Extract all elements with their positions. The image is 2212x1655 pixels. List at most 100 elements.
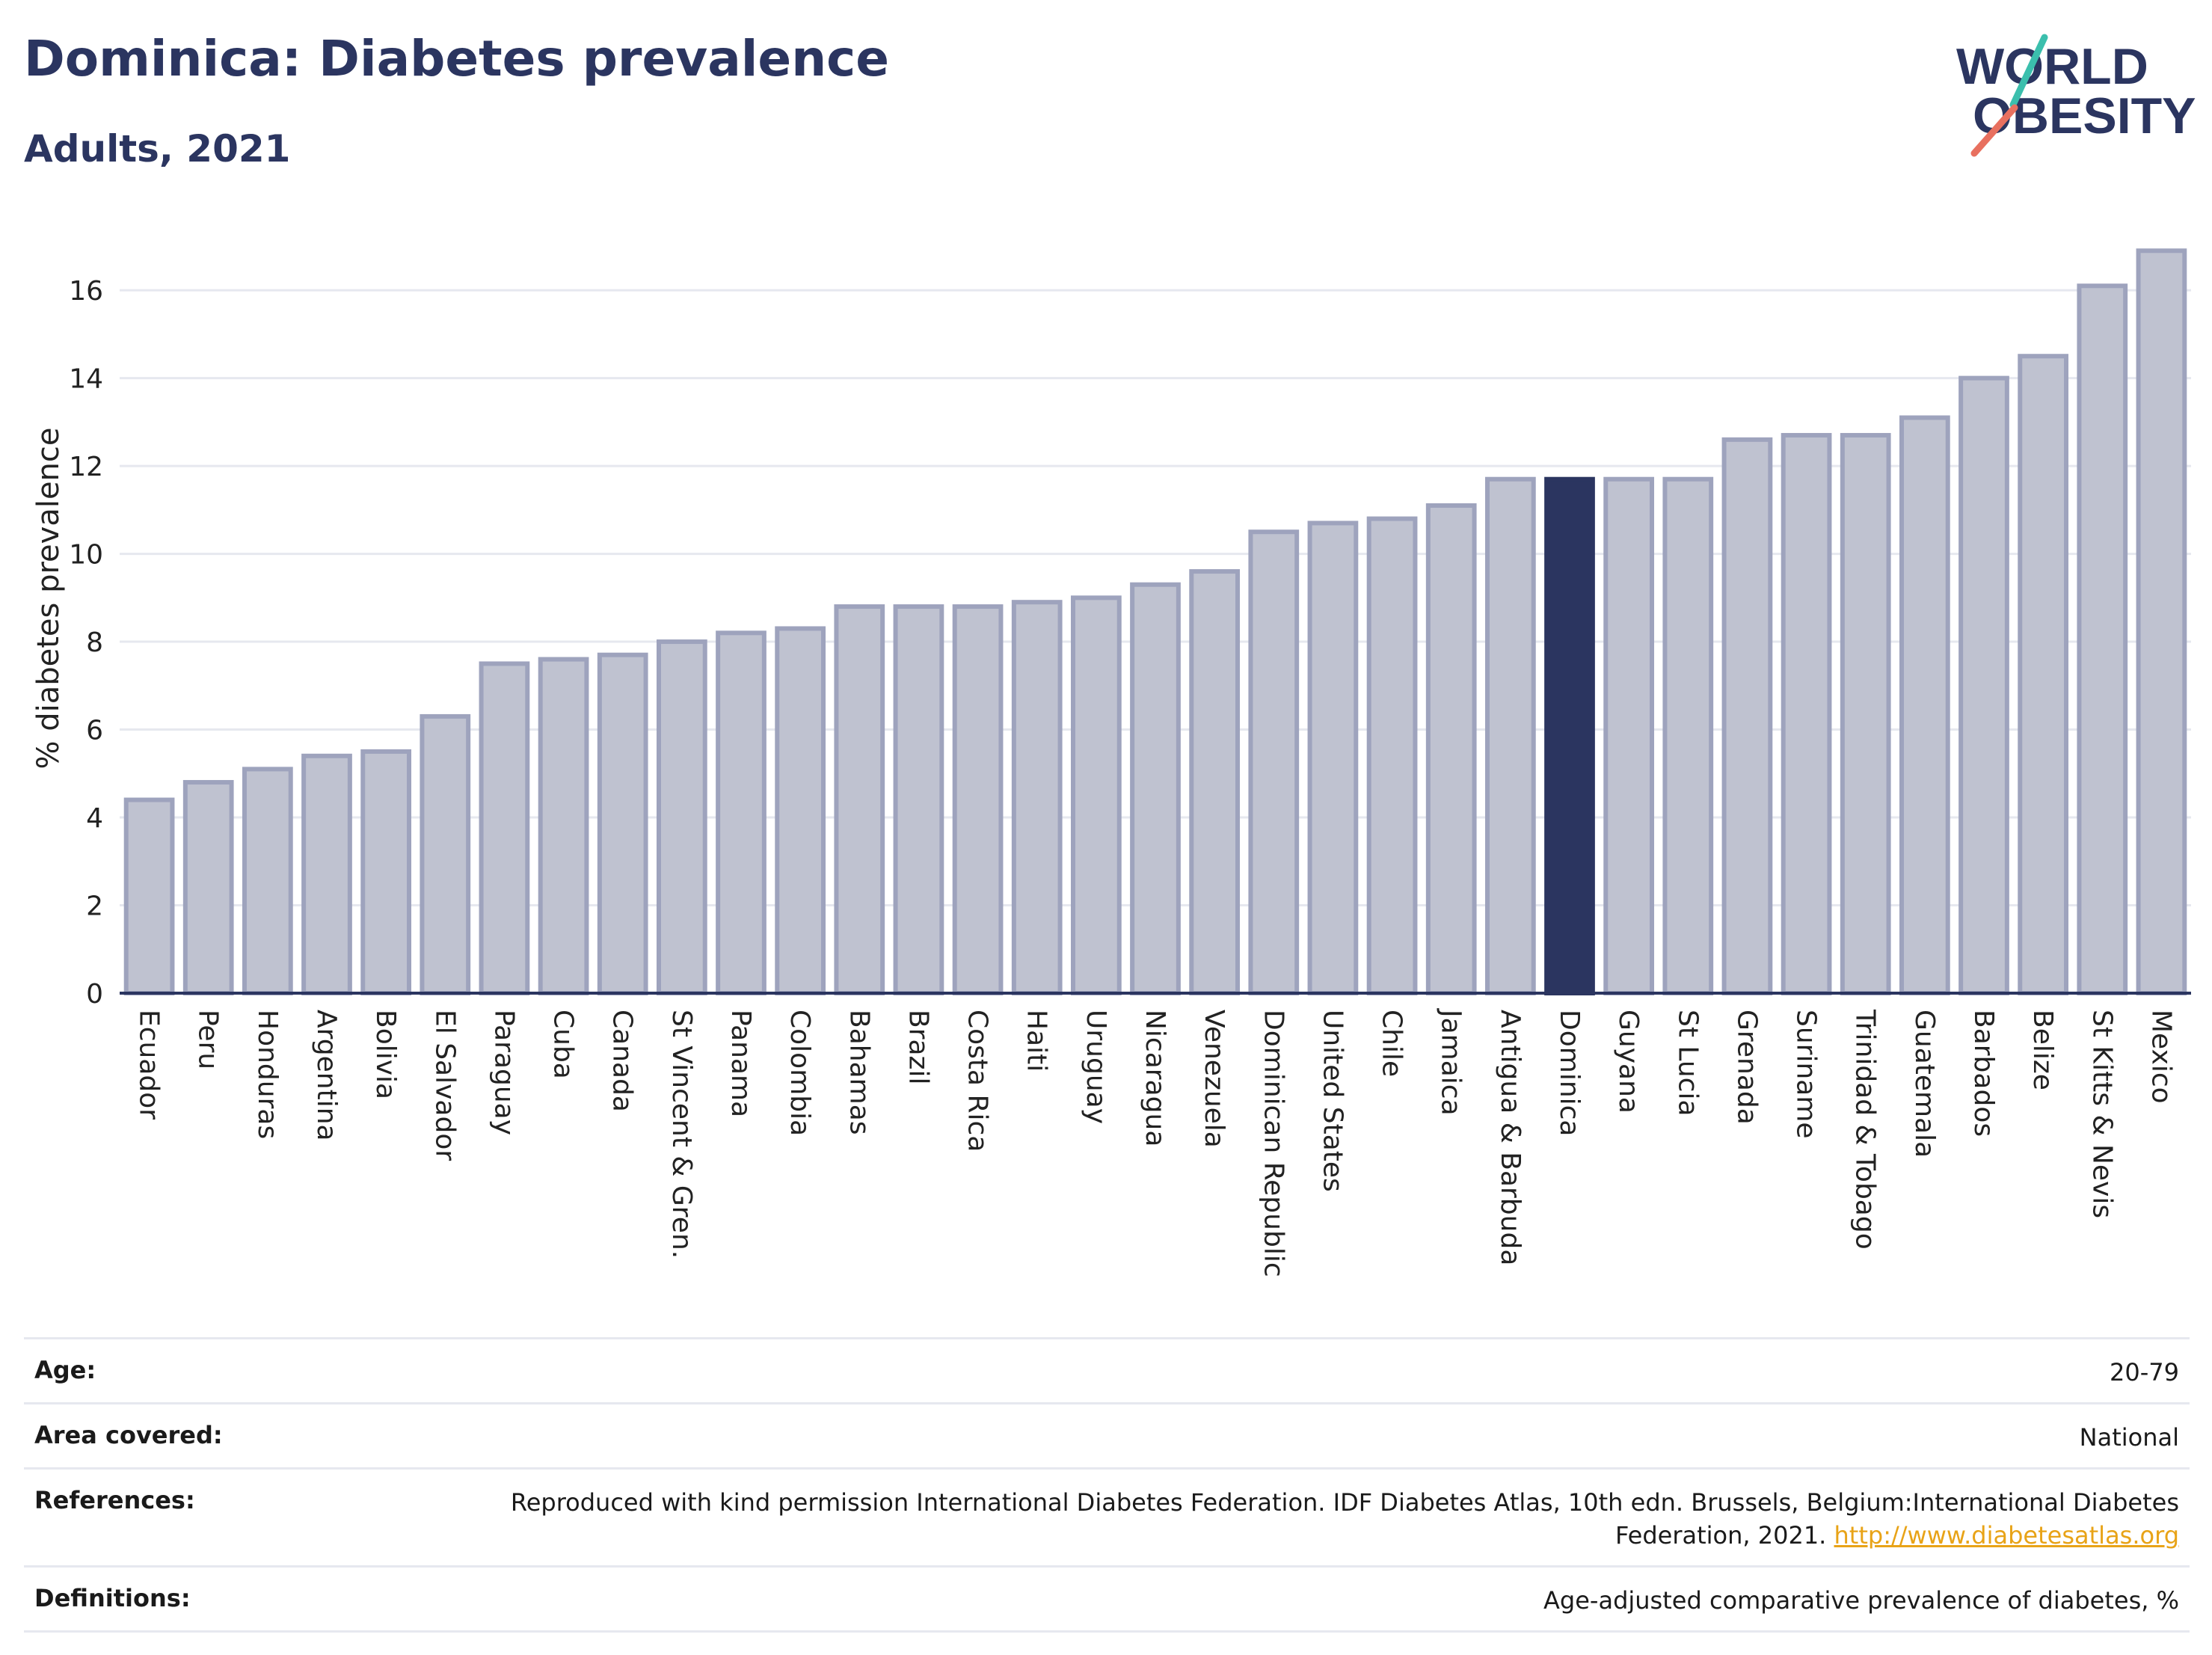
chart-subtitle: Adults, 2021 <box>24 127 291 171</box>
bar-bolivia <box>360 749 412 996</box>
references-label: References: <box>34 1486 195 1514</box>
bar-mexico <box>2136 248 2187 995</box>
area-value: National <box>2079 1423 2179 1452</box>
x-tick-label: St Lucia <box>1672 1010 1703 1117</box>
y-tick-label: 12 <box>69 452 103 482</box>
logo-line1: WORLD <box>1956 38 2148 95</box>
references-text: Reproduced with kind permission Internat… <box>510 1488 2179 1550</box>
axes: 0 2 4 6 8 10 12 14 16 Ecuador Peru Honduras Argentin… <box>69 276 2191 1277</box>
y-tick-label: 8 <box>86 627 103 658</box>
x-tick-label: Brazil <box>903 1010 933 1084</box>
y-tick-label: 10 <box>69 540 103 571</box>
x-tick-label: Colombia <box>784 1010 815 1136</box>
bar-haiti <box>1011 600 1063 995</box>
y-tick-label: 16 <box>69 276 103 307</box>
bars <box>123 248 2187 996</box>
bar-peru <box>182 780 234 996</box>
bar-paraguay <box>479 661 530 996</box>
bar-argentina <box>301 753 352 995</box>
references-link[interactable]: http://www.diabetesatlas.org <box>1834 1521 2179 1550</box>
bar-honduras <box>242 767 293 995</box>
meta-row-age: Age: 20-79 <box>24 1337 2190 1402</box>
bar-colombia <box>775 626 826 995</box>
x-tick-label: Costa Rica <box>962 1010 993 1152</box>
bar-panama <box>716 630 766 996</box>
bar-bahamas <box>834 604 885 995</box>
bar-chile <box>1366 516 1418 995</box>
bar-brazil <box>893 604 944 995</box>
bar-ecuador <box>123 797 175 995</box>
logo-slash-teal <box>2009 34 2048 108</box>
x-tick-label: Barbados <box>1968 1010 1999 1137</box>
y-tick-label: 6 <box>86 716 103 746</box>
y-tick-label: 2 <box>86 891 103 922</box>
bar-guyana <box>1603 476 1655 995</box>
bar-el-salvador <box>420 713 471 995</box>
y-tick-label: 0 <box>86 979 103 1010</box>
x-tick-label: Mexico <box>2145 1010 2176 1104</box>
x-tick-label: Ecuador <box>134 1010 165 1120</box>
age-value: 20-79 <box>2110 1358 2179 1387</box>
x-tick-label: Honduras <box>252 1010 283 1139</box>
x-tick-label: Bahamas <box>844 1010 874 1135</box>
bar-trinidad-tobago <box>1840 432 1891 995</box>
x-tick-label: Bolivia <box>370 1010 401 1099</box>
x-tick-label: Venezuela <box>1199 1010 1229 1148</box>
x-tick-label: Panama <box>725 1010 756 1117</box>
bar-suriname <box>1781 432 1832 995</box>
definitions-value: Age-adjusted comparative prevalence of d… <box>1543 1586 2179 1615</box>
bar-antigua-barbuda <box>1484 476 1536 995</box>
meta-row-area: Area covered: National <box>24 1402 2190 1467</box>
x-tick-label: Nicaragua <box>1140 1010 1170 1146</box>
x-tick-label: Haiti <box>1021 1010 1052 1072</box>
age-label: Age: <box>34 1356 96 1384</box>
bar-st-vincent-gren- <box>656 639 707 995</box>
x-tick-label: El Salvador <box>429 1010 460 1161</box>
bar-dominican-republic <box>1248 529 1300 995</box>
meta-row-references: References: Reproduced with kind permiss… <box>24 1467 2190 1565</box>
y-tick-label: 4 <box>86 803 103 834</box>
x-tick-label: Dominica <box>1554 1010 1585 1137</box>
metadata-table: Age: 20-79 Area covered: National Refere… <box>24 1337 2190 1633</box>
references-value: Reproduced with kind permission Internat… <box>459 1486 2179 1552</box>
x-tick-label: Jamaica <box>1436 1008 1466 1116</box>
bar-st-lucia <box>1662 476 1714 995</box>
x-tick-label: Uruguay <box>1081 1010 1111 1124</box>
bar-barbados <box>1958 375 2009 996</box>
x-tick-label: Suriname <box>1791 1010 1822 1139</box>
x-tick-label: United States <box>1317 1010 1348 1192</box>
bar-united-states <box>1307 521 1359 995</box>
bar-nicaragua <box>1130 582 1181 995</box>
x-tick-label: St Kitts & Nevis <box>2086 1010 2117 1218</box>
definitions-label: Definitions: <box>34 1584 191 1612</box>
bar-chart: 0 2 4 6 8 10 12 14 16 Ecuador Peru Honduras Argentin… <box>31 248 2191 1277</box>
y-tick-label: 14 <box>69 364 103 395</box>
meta-row-definitions: Definitions: Age-adjusted comparative pr… <box>24 1565 2190 1633</box>
area-label: Area covered: <box>34 1421 223 1449</box>
bar-guatemala <box>1899 415 1950 995</box>
x-tick-label: Trinidad & Tobago <box>1850 1009 1881 1250</box>
x-tick-label: Cuba <box>548 1010 579 1079</box>
bar-st-kitts-nevis <box>2077 283 2128 995</box>
bar-dominica <box>1544 476 1595 995</box>
x-tick-label: Antigua & Barbuda <box>1495 1010 1526 1265</box>
bar-costa-rica <box>952 604 1004 995</box>
y-axis-label: % diabetes prevalence <box>31 427 66 769</box>
logo-slash-coral <box>1970 104 2018 157</box>
x-tick-label: St Vincent & Gren. <box>666 1010 697 1259</box>
x-tick-label: Belize <box>2027 1010 2058 1090</box>
x-tick-label: Chile <box>1377 1010 1407 1077</box>
x-tick-label: Canada <box>607 1010 638 1112</box>
bar-venezuela <box>1189 569 1241 995</box>
x-tick-label: Grenada <box>1731 1010 1762 1125</box>
x-tick-label: Paraguay <box>488 1010 519 1135</box>
x-tick-label: Guatemala <box>1909 1010 1940 1158</box>
chart-title: Dominica: Diabetes prevalence <box>24 30 890 87</box>
x-tick-label: Peru <box>193 1010 224 1069</box>
x-tick-label: Dominican Republic <box>1258 1010 1288 1277</box>
bar-grenada <box>1721 437 1773 995</box>
bar-uruguay <box>1070 595 1122 995</box>
world-obesity-logo: WORLD OBESITY <box>1956 34 2196 157</box>
x-tick-label: Guyana <box>1613 1010 1644 1114</box>
bar-cuba <box>538 657 589 995</box>
